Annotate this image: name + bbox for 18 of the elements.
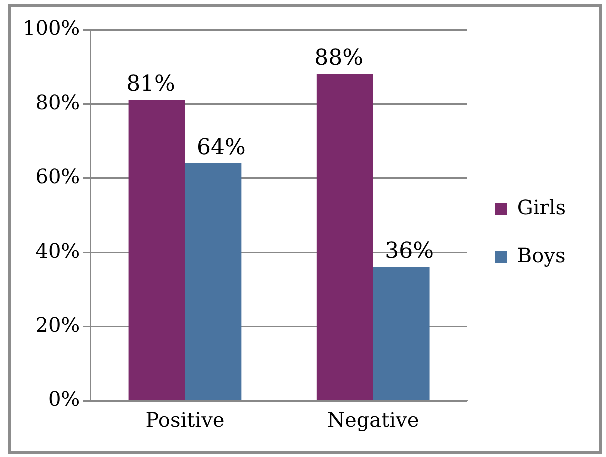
legend-label: Boys [517,244,566,268]
y-tick-label: 100% [22,16,80,40]
data-label: 36% [385,239,434,264]
y-tick-label: 80% [36,90,80,114]
bar [128,100,186,400]
x-tick-label: Positive [146,408,225,432]
data-label: 81% [126,72,176,98]
data-label: 64% [197,135,246,160]
x-tick-label: Negative [328,408,420,432]
bar [185,164,242,400]
bar [316,74,374,400]
y-tick-label: 0% [48,387,80,412]
legend-label: Girls [517,196,566,220]
bar [373,267,430,400]
y-tick-label: 60% [36,164,80,189]
data-label: 88% [314,46,364,72]
y-tick-label: 20% [36,313,80,338]
y-tick-label: 40% [36,238,80,263]
